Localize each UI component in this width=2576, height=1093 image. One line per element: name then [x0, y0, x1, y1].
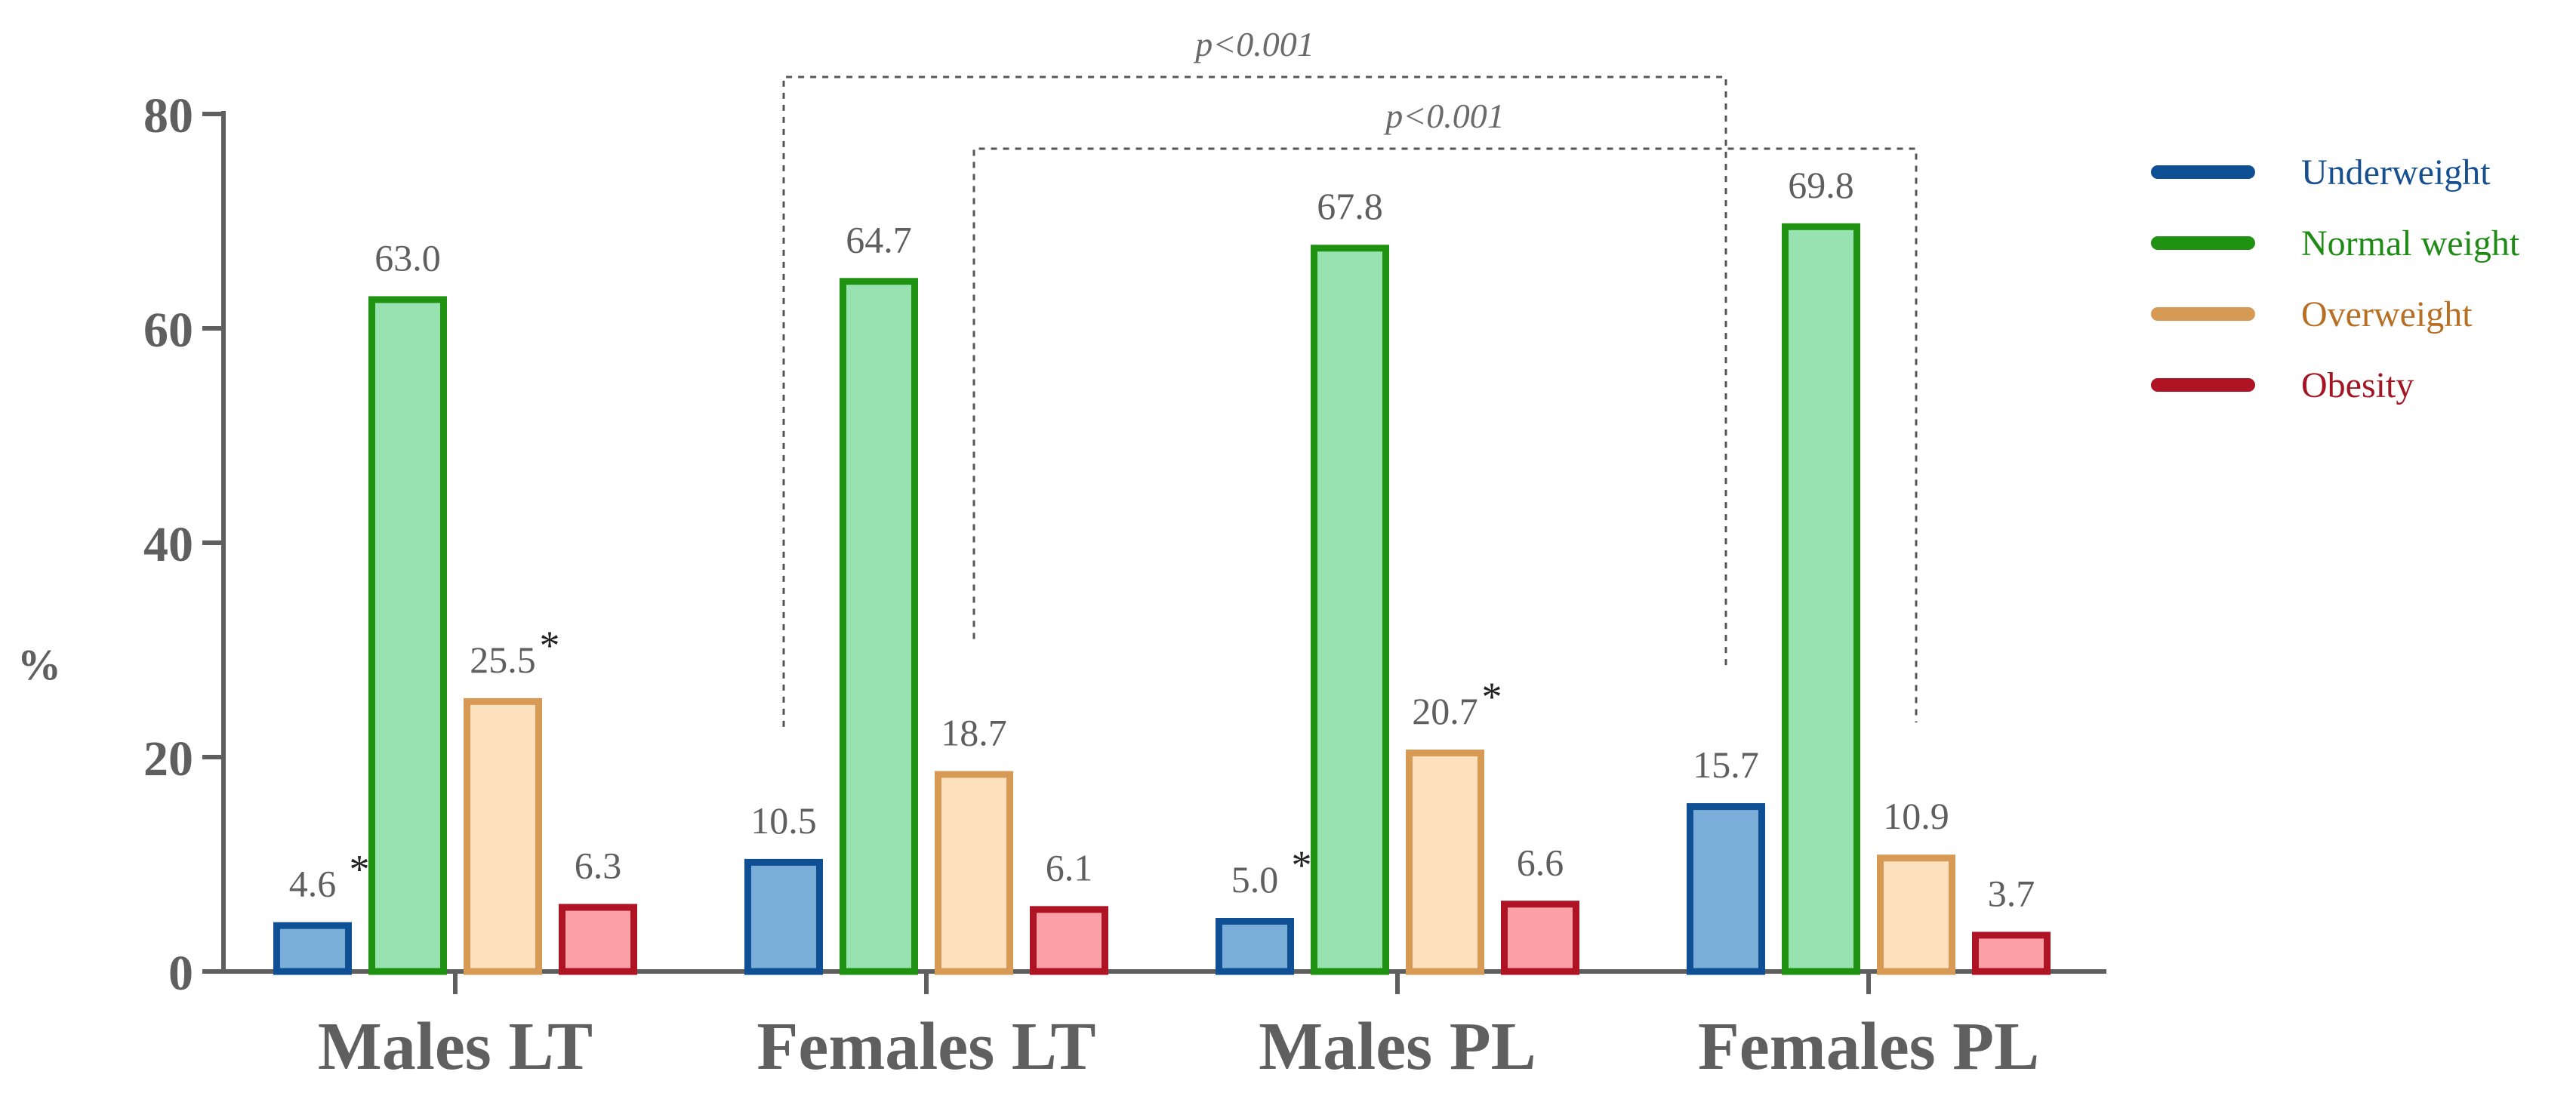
significance-star: *: [350, 847, 370, 892]
data-label: 20.7: [1412, 690, 1478, 732]
data-label: 18.7: [941, 711, 1007, 753]
legend-label: Overweight: [2301, 294, 2473, 334]
legend: Underweight Normal weight Overweight Obesit…: [2151, 152, 2520, 405]
bar-overweight: [935, 771, 1013, 975]
data-label: 64.7: [846, 218, 912, 260]
category-label: Females LT: [756, 1009, 1095, 1084]
data-label: 25.5: [470, 639, 536, 681]
bar-obesity: [559, 904, 637, 975]
bar-normal-weight: [840, 278, 918, 975]
y-tick-label: 60: [143, 303, 193, 358]
bars: [273, 223, 2051, 975]
data-label: 67.8: [1317, 185, 1383, 227]
data-label: 5.0: [1231, 858, 1279, 901]
data-label: 6.3: [575, 845, 622, 887]
data-label: 6.1: [1046, 846, 1093, 888]
data-label: 6.6: [1517, 841, 1564, 883]
category-label: Females PL: [1698, 1009, 2039, 1084]
bar-obesity: [1030, 906, 1108, 975]
bar-overweight: [1406, 750, 1484, 975]
value-labels: 4.6 *10.55.0 *15.763.0 64.767.869.825.5 *18.…: [289, 164, 2035, 915]
p-value-label: p<0.001: [1383, 97, 1505, 135]
legend-label: Normal weight: [2301, 223, 2520, 263]
y-tick-label: 20: [143, 731, 193, 787]
y-tick-label: 0: [168, 946, 193, 1001]
category-label: Males LT: [318, 1009, 593, 1084]
y-axis-title: %: [17, 640, 61, 689]
significance-star: *: [1292, 842, 1312, 888]
data-label: 10.5: [750, 799, 817, 842]
bar-underweight: [1216, 918, 1294, 975]
data-label: 15.7: [1693, 744, 1759, 786]
bar-underweight: [1687, 803, 1765, 975]
bar-overweight: [1877, 854, 1955, 975]
bar-overweight: [464, 697, 542, 975]
bar-underweight: [744, 858, 823, 975]
significance-bracket: [972, 147, 1918, 723]
significance-bracket: [782, 75, 1727, 727]
data-label: 10.9: [1883, 795, 1949, 837]
p-value-label: p<0.001: [1193, 25, 1314, 63]
annotations: p<0.001 p<0.001: [782, 25, 1918, 727]
bar-normal-weight: [1311, 245, 1389, 975]
legend-label: Obesity: [2301, 365, 2414, 405]
bar-normal-weight: [1782, 223, 1860, 975]
data-label: 4.6: [289, 863, 337, 905]
axes: 0 20 40 60 80 Males LT Females LT Males PL Femal…: [143, 88, 2106, 1084]
bar-obesity: [1501, 901, 1579, 975]
category-label: Males PL: [1259, 1009, 1536, 1084]
bar-normal-weight: [368, 296, 447, 975]
y-tick-label: 40: [143, 517, 193, 572]
data-label: 3.7: [1988, 872, 2035, 914]
bar-underweight: [273, 922, 352, 975]
significance-star: *: [540, 623, 560, 668]
data-label: 69.8: [1788, 164, 1854, 206]
data-label: 63.0: [374, 236, 441, 279]
legend-label: Underweight: [2301, 152, 2491, 192]
y-tick-label: 80: [143, 88, 193, 143]
significance-star: *: [1482, 674, 1502, 719]
bar-obesity: [1972, 931, 2051, 975]
